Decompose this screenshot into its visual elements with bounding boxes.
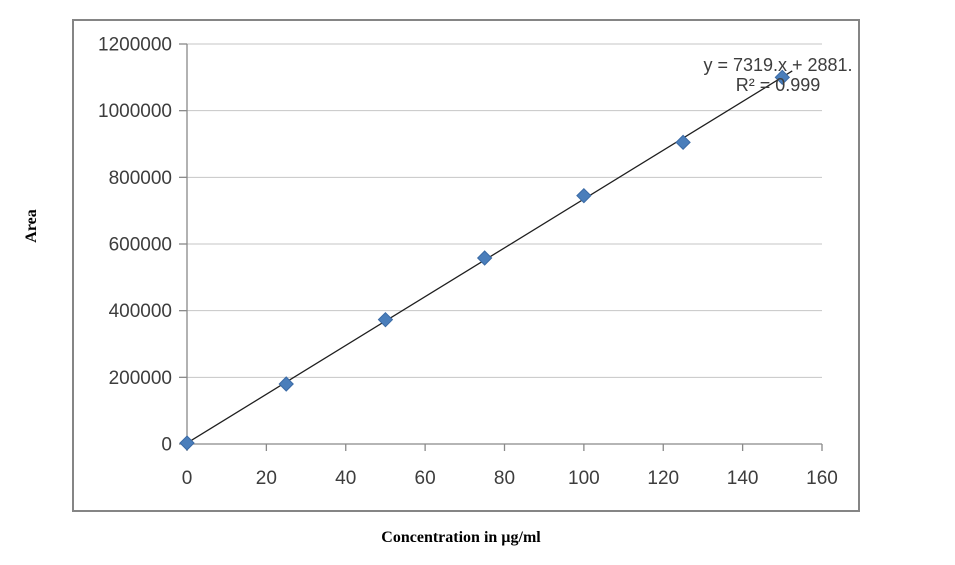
- y-tick-label: 600000: [109, 235, 172, 256]
- data-point-marker: [576, 187, 592, 204]
- x-tick-label: 120: [647, 468, 679, 489]
- x-tick-label: 20: [256, 468, 277, 489]
- data-point-marker: [278, 376, 294, 392]
- data-point-marker: [774, 69, 791, 86]
- y-tick-label: 1000000: [98, 101, 172, 122]
- y-tick-label: 0: [161, 435, 172, 456]
- y-axis-title: Area: [23, 209, 40, 243]
- data-point-marker: [675, 134, 691, 151]
- y-tick-label: 1200000: [98, 35, 172, 56]
- x-tick-label: 0: [182, 468, 193, 489]
- data-point-marker: [476, 250, 493, 266]
- x-tick-label: 40: [335, 468, 356, 489]
- x-tick-label: 80: [494, 468, 515, 489]
- y-tick-label: 400000: [109, 301, 172, 322]
- trendline-label: y = 7319.x + 2881. R² = 0.999: [628, 55, 928, 95]
- chart-frame: [72, 19, 860, 512]
- trendline-r-squared: R² = 0.999: [735, 75, 821, 95]
- x-tick-label: 100: [568, 468, 600, 489]
- x-axis-title: Concentration in µg/ml: [381, 529, 541, 546]
- x-tick-label: 160: [806, 468, 838, 489]
- y-tick-label: 200000: [109, 368, 172, 389]
- y-tick-label: 800000: [109, 168, 172, 189]
- x-tick-label: 140: [727, 468, 759, 489]
- trendline-equation: y = 7319.x + 2881.: [703, 55, 853, 75]
- data-point-marker: [179, 435, 195, 451]
- data-point-marker: [377, 311, 394, 328]
- x-tick-label: 60: [415, 468, 436, 489]
